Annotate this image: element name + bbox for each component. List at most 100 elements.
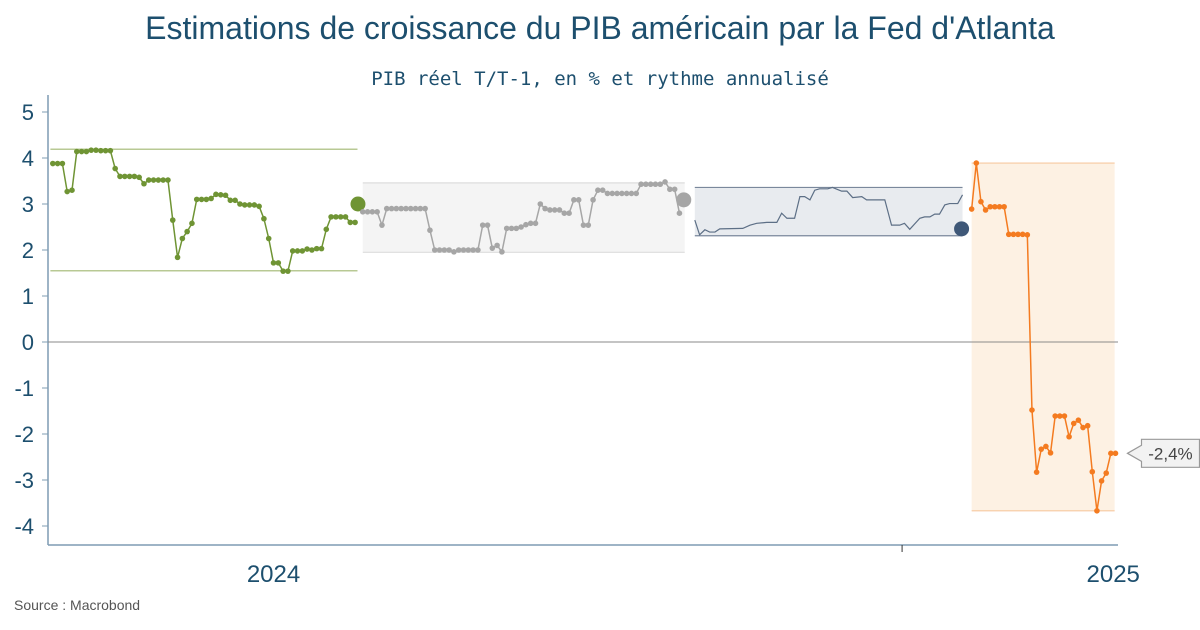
data-point (667, 186, 673, 193)
data-point (1019, 231, 1026, 238)
data-point (256, 203, 262, 210)
data-point (441, 247, 448, 253)
data-point (1080, 424, 1086, 431)
data-point (347, 219, 354, 226)
data-point (83, 148, 90, 155)
data-point (671, 186, 678, 193)
data-point (121, 173, 128, 180)
data-point (313, 245, 320, 252)
data-point (309, 247, 315, 253)
series-3 (968, 160, 1119, 514)
data-point (393, 205, 400, 212)
data-point (973, 160, 980, 166)
y-tick-label: 0 (22, 330, 34, 355)
data-point (1066, 433, 1072, 440)
data-point (1015, 231, 1021, 238)
data-point (537, 201, 544, 207)
data-point (561, 210, 568, 216)
value-callout-label: -2,4% (1148, 444, 1192, 463)
data-point (1103, 470, 1110, 476)
data-point (1108, 450, 1114, 457)
data-point (107, 147, 114, 154)
data-point (304, 246, 310, 252)
data-point (412, 205, 419, 212)
data-point (518, 224, 524, 230)
data-point (599, 187, 606, 193)
data-point (542, 205, 548, 212)
y-tick-label: -4 (14, 514, 34, 539)
range-band (694, 187, 963, 236)
data-point (590, 197, 596, 203)
y-tick-label: 1 (22, 284, 34, 309)
data-point (78, 148, 85, 155)
series-2 (694, 186, 970, 237)
data-point (1038, 446, 1045, 452)
series-line (52, 149, 356, 272)
data-point (638, 181, 644, 188)
data-point (261, 215, 267, 222)
data-point (165, 177, 171, 183)
data-point (604, 190, 611, 197)
data-point (551, 207, 558, 213)
data-point (436, 247, 443, 253)
data-point (198, 196, 205, 203)
data-point (112, 165, 118, 172)
series-line (694, 186, 964, 236)
data-point (1010, 231, 1017, 238)
data-point (628, 190, 635, 197)
data-point (523, 221, 529, 228)
data-point (208, 195, 214, 202)
data-point (556, 207, 563, 213)
data-point (369, 209, 376, 215)
data-point (136, 174, 142, 181)
data-point (403, 205, 409, 212)
data-point (73, 148, 80, 155)
x-tick-label: 2025 (1087, 561, 1140, 588)
actual-gdp-marker (676, 192, 692, 208)
data-point (623, 190, 630, 197)
data-point (614, 190, 620, 197)
data-point (69, 187, 75, 193)
data-point (571, 197, 577, 203)
data-point (676, 210, 683, 216)
data-point (479, 222, 486, 228)
y-tick-label: -2 (14, 422, 34, 447)
data-point (64, 188, 70, 195)
data-point (203, 196, 210, 203)
data-point (1094, 508, 1100, 514)
data-point (328, 214, 334, 220)
data-point (131, 173, 138, 180)
range-band (971, 163, 1115, 511)
data-point (417, 205, 424, 212)
data-point (647, 181, 654, 188)
data-point (1070, 420, 1077, 427)
data-point (1057, 413, 1063, 419)
data-point (987, 203, 994, 210)
data-point (359, 209, 366, 215)
data-point (222, 192, 229, 199)
value-callout (1126, 438, 1200, 468)
y-tick-label: 4 (22, 146, 34, 171)
data-point (342, 214, 349, 220)
data-point (580, 222, 587, 228)
data-point (299, 248, 306, 254)
data-point (155, 177, 162, 183)
data-point (431, 247, 438, 253)
data-point (265, 235, 272, 242)
data-point (270, 260, 277, 266)
data-point (1029, 407, 1035, 413)
data-point (455, 247, 462, 253)
data-point (470, 247, 476, 253)
data-point (184, 228, 190, 235)
data-point (1043, 443, 1049, 450)
data-point (93, 147, 99, 153)
data-point (968, 206, 975, 212)
data-point (982, 207, 989, 213)
data-point (1052, 413, 1058, 419)
data-point (174, 254, 181, 261)
data-point (193, 196, 200, 203)
data-point (150, 177, 157, 183)
data-point (59, 160, 66, 167)
chart-subtitle: PIB réel T/T-1, en % et rythme annualisé (371, 68, 829, 90)
data-point (333, 214, 339, 220)
